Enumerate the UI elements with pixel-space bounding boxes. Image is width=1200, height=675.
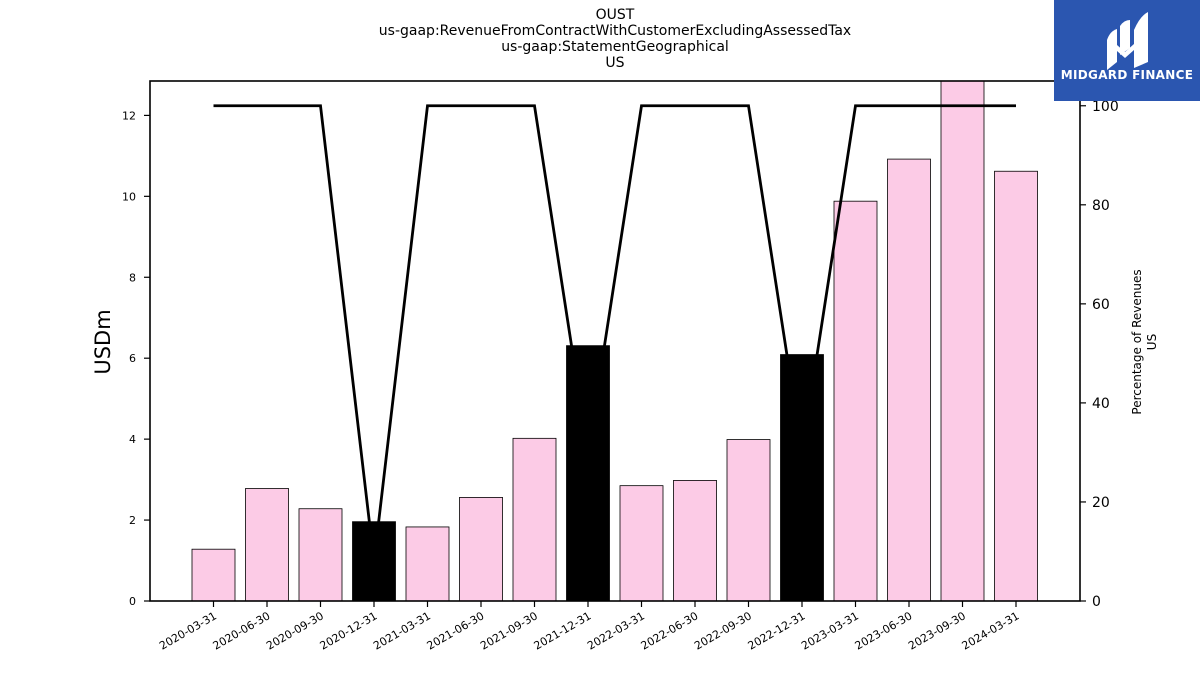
bar xyxy=(780,354,824,602)
y2-tick-label: 60 xyxy=(1092,297,1110,313)
y2-tick-label: 0 xyxy=(1092,594,1101,610)
y-tick-label: 10 xyxy=(122,190,136,203)
bar xyxy=(298,508,343,602)
x-tick-label: 2022-03-31 xyxy=(585,609,647,652)
brand-logo: MIDGARD FINANCE xyxy=(1054,0,1200,101)
bar xyxy=(405,526,450,602)
bar xyxy=(833,200,878,602)
x-tick-label: 2020-06-30 xyxy=(211,609,273,652)
bar xyxy=(459,497,503,602)
logo-mark-icon xyxy=(1107,12,1148,70)
y2-tick-label: 40 xyxy=(1092,396,1110,412)
chart-title-line: US xyxy=(605,55,625,71)
x-tick-label: 2021-03-31 xyxy=(371,609,433,652)
bar xyxy=(512,437,557,602)
bar xyxy=(191,548,236,602)
bar xyxy=(673,480,717,602)
y-tick-label: 6 xyxy=(129,352,136,365)
y2-axis-label: Percentage of Revenues xyxy=(1130,269,1144,414)
bar xyxy=(887,158,931,602)
y-tick-label: 8 xyxy=(129,271,136,284)
x-tick-label: 2021-12-31 xyxy=(532,609,594,652)
x-tick-label: 2020-12-31 xyxy=(318,609,380,652)
x-tick-label: 2021-06-30 xyxy=(425,609,487,652)
y-tick-label: 4 xyxy=(129,433,136,446)
y-tick-label: 12 xyxy=(122,109,136,122)
x-tick-label: 2022-09-30 xyxy=(692,609,754,652)
y-tick-label: 2 xyxy=(129,514,136,527)
y-tick-label: 0 xyxy=(129,595,136,608)
x-tick-label: 2020-09-30 xyxy=(264,609,326,652)
y2-tick-label: 100 xyxy=(1092,99,1119,115)
x-tick-label: 2024-03-31 xyxy=(960,609,1022,652)
percentage-line xyxy=(213,104,1016,562)
chart-title-line: OUST xyxy=(595,7,635,23)
chart-title-line: us-gaap:RevenueFromContractWithCustomerE… xyxy=(378,23,852,39)
x-tick-label: 2020-03-31 xyxy=(157,609,219,652)
chart-title-line: us-gaap:StatementGeographical xyxy=(501,39,729,55)
y2-tick-label: 80 xyxy=(1092,198,1110,214)
y2-tick-label: 20 xyxy=(1092,495,1110,511)
x-tick-label: 2022-06-30 xyxy=(639,609,701,652)
x-tick-label: 2023-06-30 xyxy=(853,609,915,652)
bar xyxy=(245,488,289,602)
bar xyxy=(619,485,664,602)
x-tick-label: 2023-09-30 xyxy=(906,609,968,652)
bar xyxy=(994,170,1038,602)
y2-axis-label: US xyxy=(1145,334,1159,350)
logo-text: MIDGARD FINANCE xyxy=(1060,68,1194,82)
x-tick-label: 2021-09-30 xyxy=(478,609,540,652)
y-axis-label: USDm xyxy=(91,309,115,374)
x-tick-label: 2023-03-31 xyxy=(799,609,861,652)
bar xyxy=(726,439,771,602)
bar xyxy=(566,345,610,602)
plot-frame xyxy=(149,80,1081,602)
x-tick-label: 2022-12-31 xyxy=(746,609,808,652)
bar xyxy=(940,80,985,602)
